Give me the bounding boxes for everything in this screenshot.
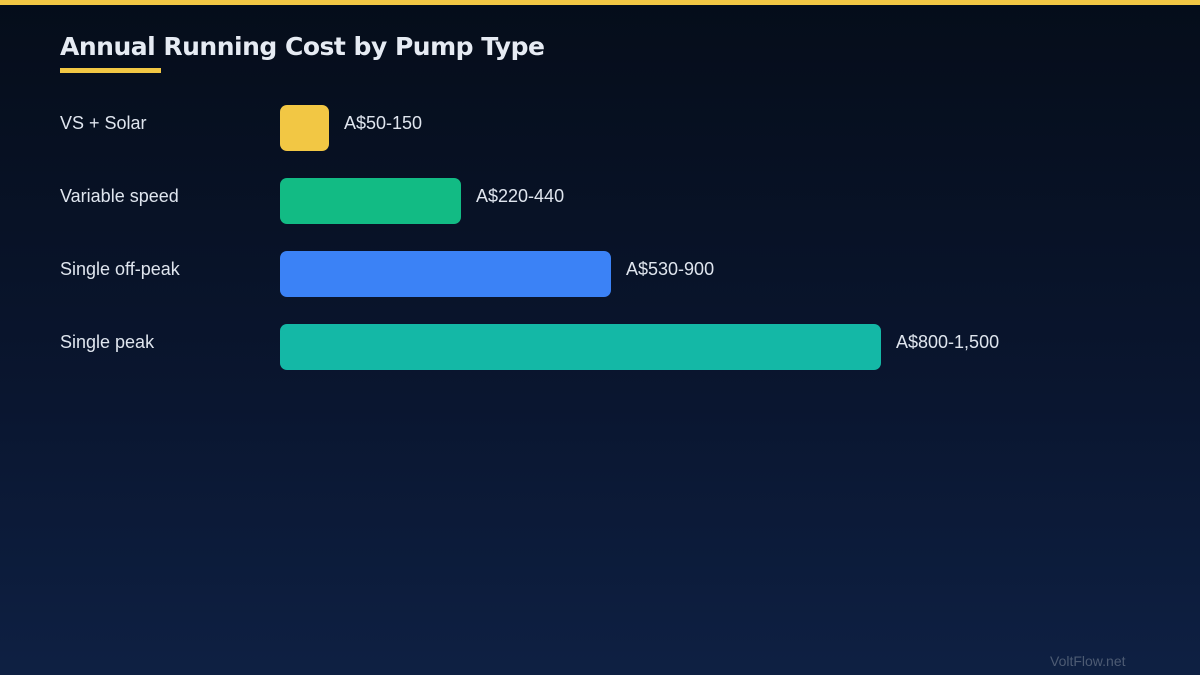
value-label: A$530-900	[626, 259, 715, 279]
category-label: VS + Solar	[60, 113, 147, 133]
category-label: Single peak	[60, 332, 155, 352]
value-label: A$50-150	[344, 113, 423, 133]
bar-row: Variable speed A$220-440	[0, 178, 1200, 224]
bar	[280, 324, 881, 370]
bar-row: Single peak A$800-1,500	[0, 324, 1200, 370]
category-label: Variable speed	[60, 186, 179, 206]
title-underline	[60, 68, 161, 73]
brand-watermark: VoltFlow.net	[1050, 653, 1126, 669]
chart-title: Annual Running Cost by Pump Type	[60, 32, 545, 61]
bar-row: Single off-peak A$530-900	[0, 251, 1200, 297]
bar	[280, 251, 611, 297]
value-label: A$220-440	[476, 186, 565, 206]
value-label: A$800-1,500	[896, 332, 1000, 352]
bar	[280, 105, 329, 151]
top-accent-bar	[0, 0, 1200, 5]
bar-row: VS + Solar A$50-150	[0, 105, 1200, 151]
bar	[280, 178, 461, 224]
category-label: Single off-peak	[60, 259, 180, 279]
